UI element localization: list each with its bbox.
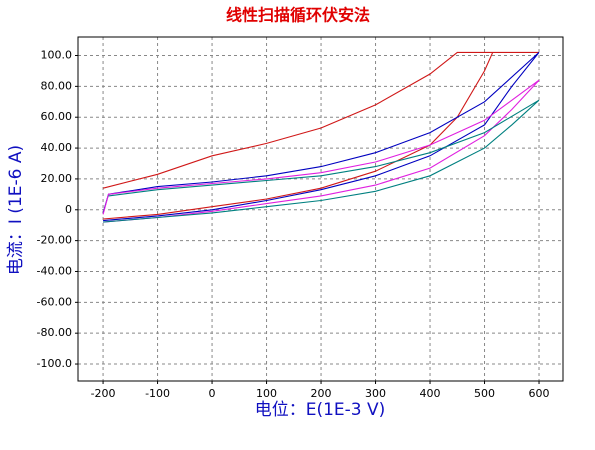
x-tick-label: 0 (209, 387, 216, 400)
y-tick-label: -100.0 (37, 357, 72, 370)
x-tick-label: 200 (311, 387, 332, 400)
x-axis-label: 电位：E(1E-3 V) (255, 400, 386, 420)
y-tick-label: 20.00 (41, 172, 73, 185)
y-tick-label: -20.00 (37, 234, 72, 247)
y-axis-label: 电流：I (1E-6 A) (6, 145, 26, 275)
x-tick-label: 400 (420, 387, 441, 400)
curve (102, 51, 540, 222)
y-tick-label: -80.00 (37, 326, 72, 339)
curve (102, 51, 539, 220)
x-tick-label: -100 (145, 387, 170, 400)
x-tick-label: 600 (529, 387, 550, 400)
x-tick-label: -200 (91, 387, 116, 400)
x-tick-label: 100 (256, 387, 277, 400)
y-tick-label: 0 (65, 203, 72, 216)
y-tick-label: 40.00 (41, 141, 73, 154)
y-tick-label: 100.0 (41, 49, 73, 62)
y-tick-label: -40.00 (37, 264, 72, 277)
y-tick-label: 80.00 (41, 79, 73, 92)
curve (102, 79, 540, 223)
curve (103, 99, 540, 223)
x-tick-label: 300 (365, 387, 386, 400)
chart-title: 线性扫描循环伏安法 (226, 6, 370, 25)
y-tick-label: -60.00 (37, 295, 72, 308)
x-tick-label: 500 (474, 387, 495, 400)
plot-frame (77, 36, 564, 382)
y-tick-label: 60.00 (41, 110, 73, 123)
